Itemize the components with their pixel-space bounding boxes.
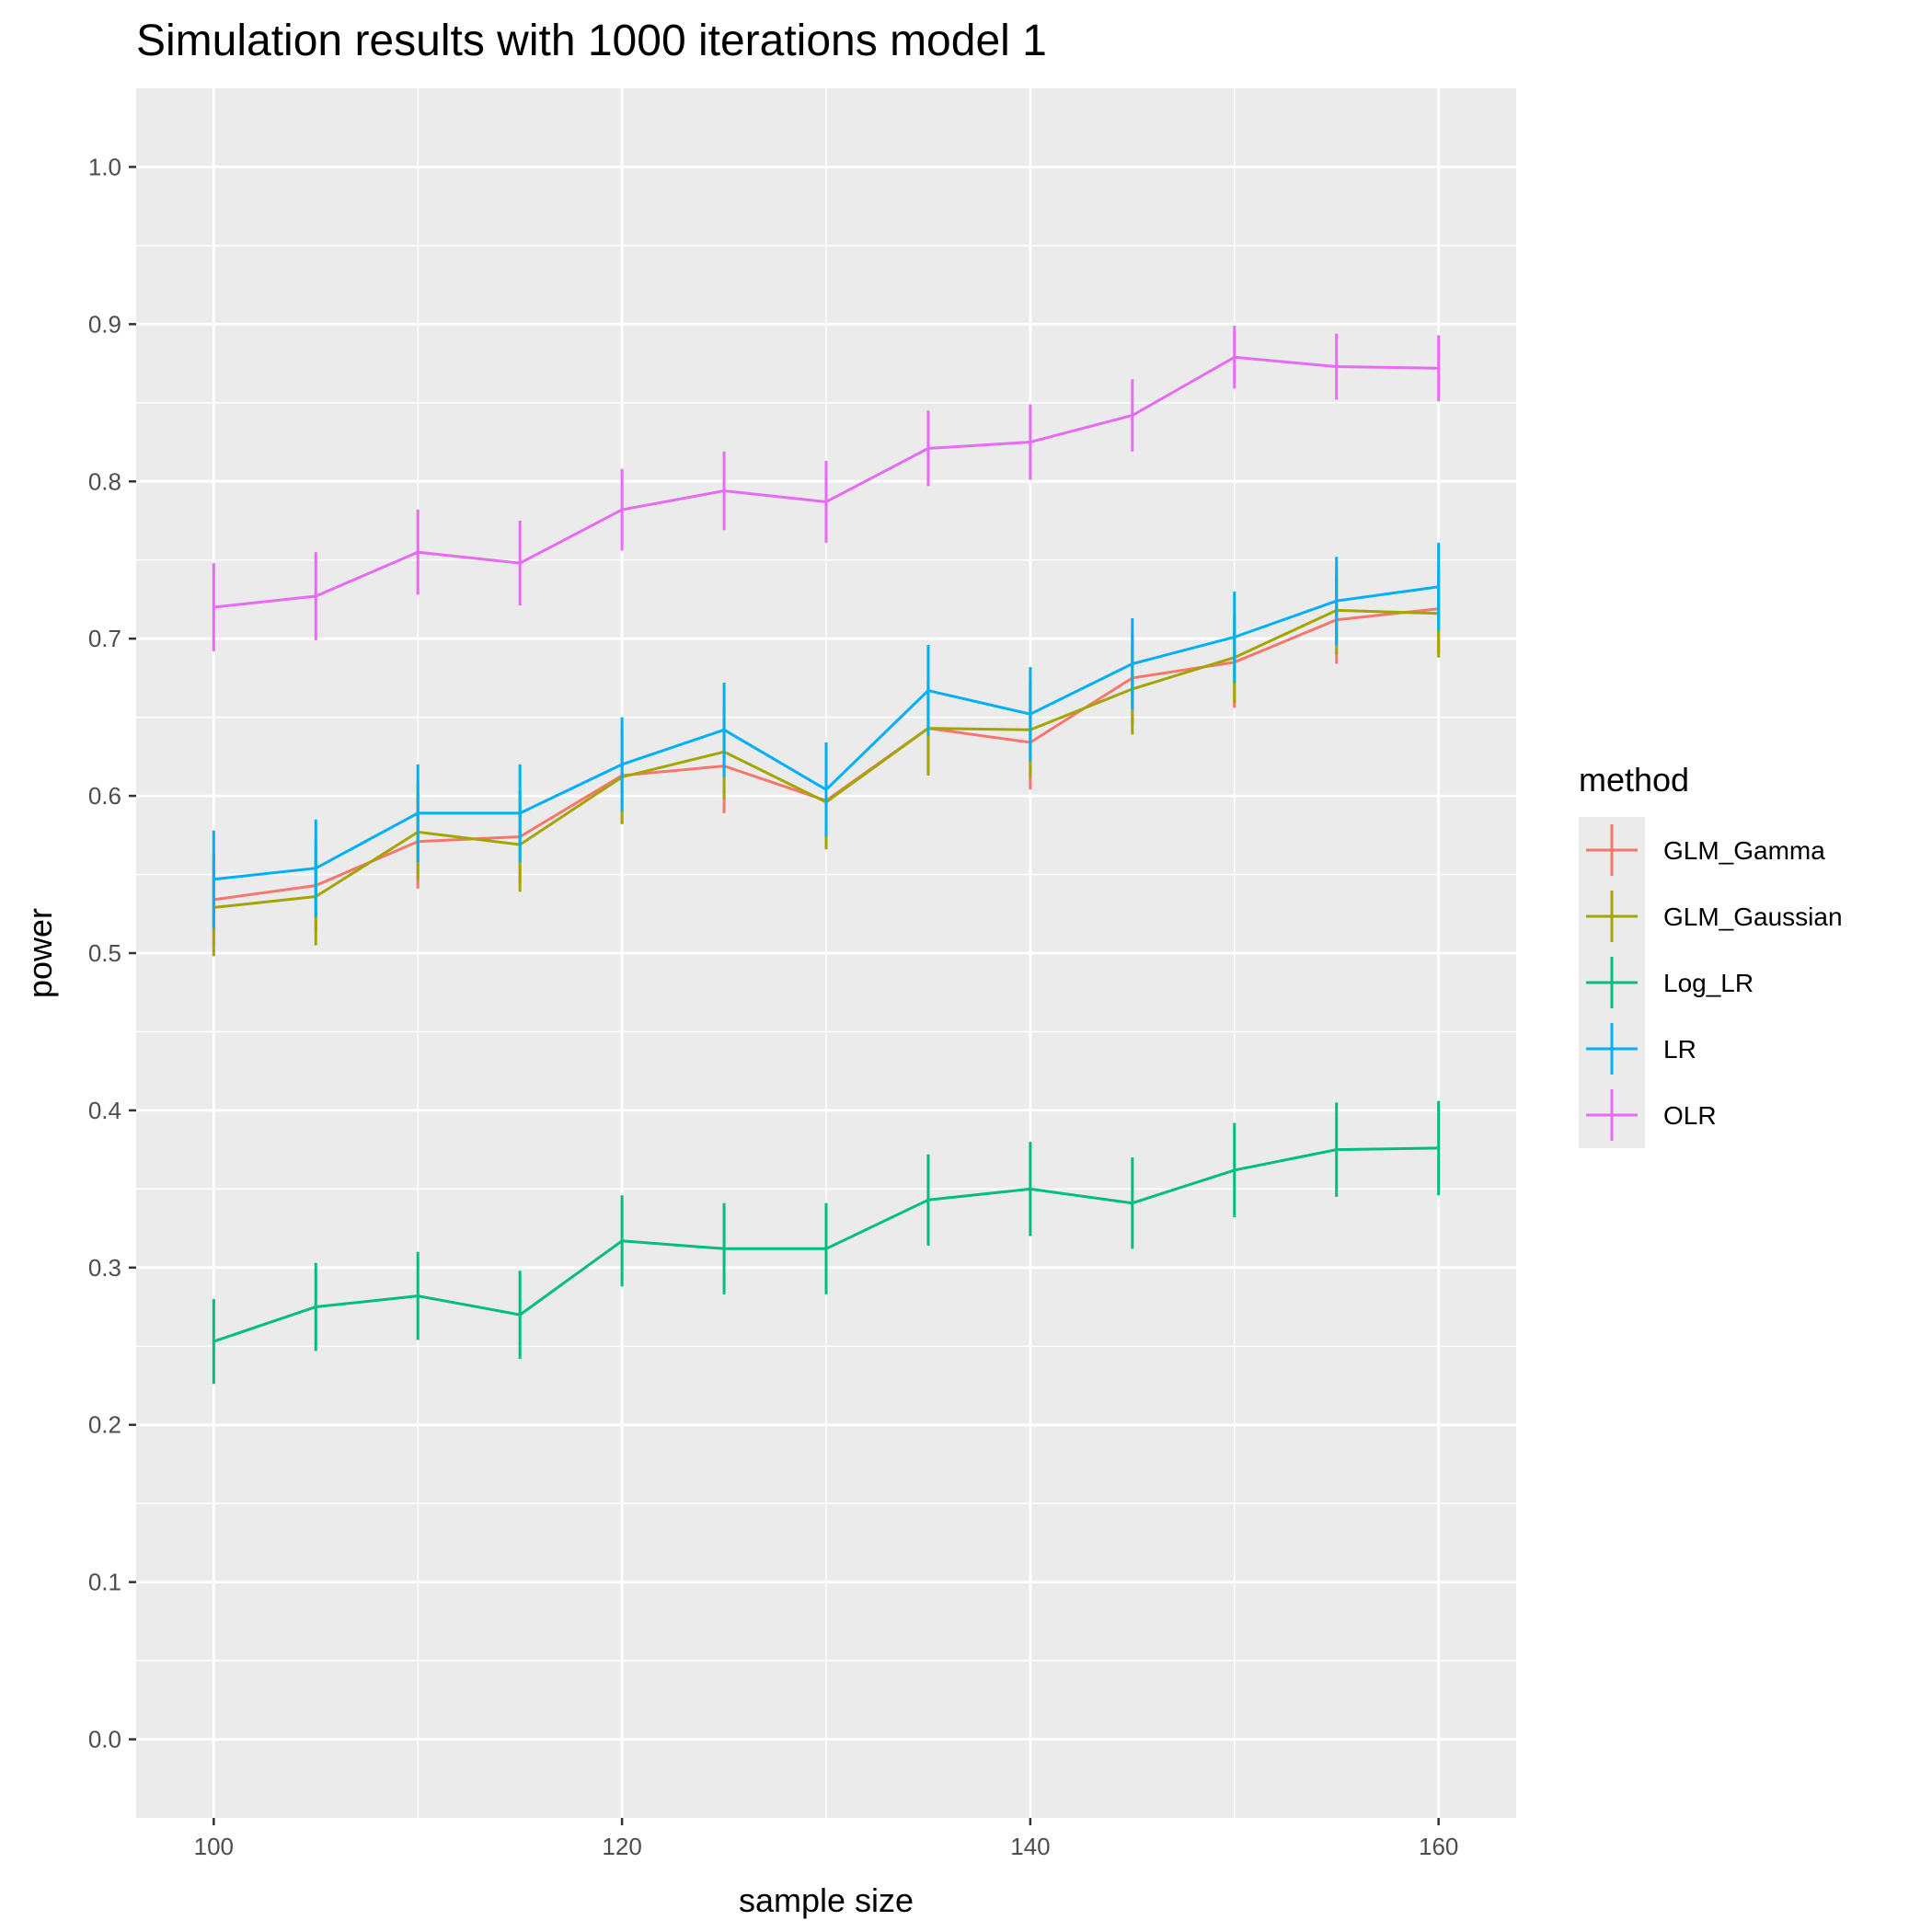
y-tick-label: 0.7 <box>88 625 121 652</box>
legend-label: Log_LR <box>1663 969 1754 997</box>
line-log-lr <box>213 1146 1439 1343</box>
y-tick-label: 1.0 <box>88 153 121 180</box>
x-axis: 100 120 140 160 <box>194 1818 1458 1860</box>
y-tick-label: 0.3 <box>88 1254 121 1282</box>
y-tick-label: 0.5 <box>88 939 121 967</box>
legend-item-log-lr: Log_LR <box>1586 957 1754 1008</box>
series-lr <box>212 542 1441 928</box>
series-log-lr <box>212 1100 1441 1385</box>
y-tick-label: 0.6 <box>88 782 121 810</box>
y-axis: 0.0 0.1 0.2 0.3 0.4 0.5 0.6 0.7 0.8 0.9 1.0 <box>88 153 136 1754</box>
y-axis-title: power <box>21 908 59 998</box>
chart-title: Simulation results with 1000 iterations … <box>136 17 1047 65</box>
line-olr <box>213 355 1439 609</box>
y-tick-label: 0.2 <box>88 1411 121 1439</box>
x-tick-label: 140 <box>1010 1833 1050 1860</box>
y-tick-label: 0.9 <box>88 310 121 338</box>
y-tick-label: 0.1 <box>88 1569 121 1596</box>
legend-label: LR <box>1663 1035 1696 1064</box>
legend-item-olr: OLR <box>1586 1089 1717 1141</box>
legend-label: GLM_Gaussian <box>1663 903 1843 931</box>
series-olr <box>212 326 1441 651</box>
series-layer <box>212 326 1441 1385</box>
x-tick-label: 160 <box>1419 1833 1458 1860</box>
line-lr <box>213 585 1439 881</box>
y-tick-label: 0.8 <box>88 467 121 495</box>
legend-item-glm-gaussian: GLM_Gaussian <box>1586 891 1843 942</box>
y-tick-label: 0.0 <box>88 1726 121 1754</box>
x-tick-label: 120 <box>602 1833 641 1860</box>
legend-label: GLM_Gamma <box>1663 836 1825 865</box>
legend-item-lr: LR <box>1586 1023 1696 1075</box>
legend: method GLM_Gamma GLM_Gaussian Log_LR LR OLR <box>1579 761 1843 1148</box>
legend-label: OLR <box>1663 1101 1717 1130</box>
y-tick-label: 0.4 <box>88 1097 121 1124</box>
x-tick-label: 100 <box>194 1833 234 1860</box>
x-axis-title: sample size <box>739 1881 914 1919</box>
legend-items: GLM_Gamma GLM_Gaussian Log_LR LR OLR <box>1586 824 1843 1141</box>
legend-item-glm-gamma: GLM_Gamma <box>1586 824 1825 876</box>
legend-title: method <box>1579 761 1689 799</box>
